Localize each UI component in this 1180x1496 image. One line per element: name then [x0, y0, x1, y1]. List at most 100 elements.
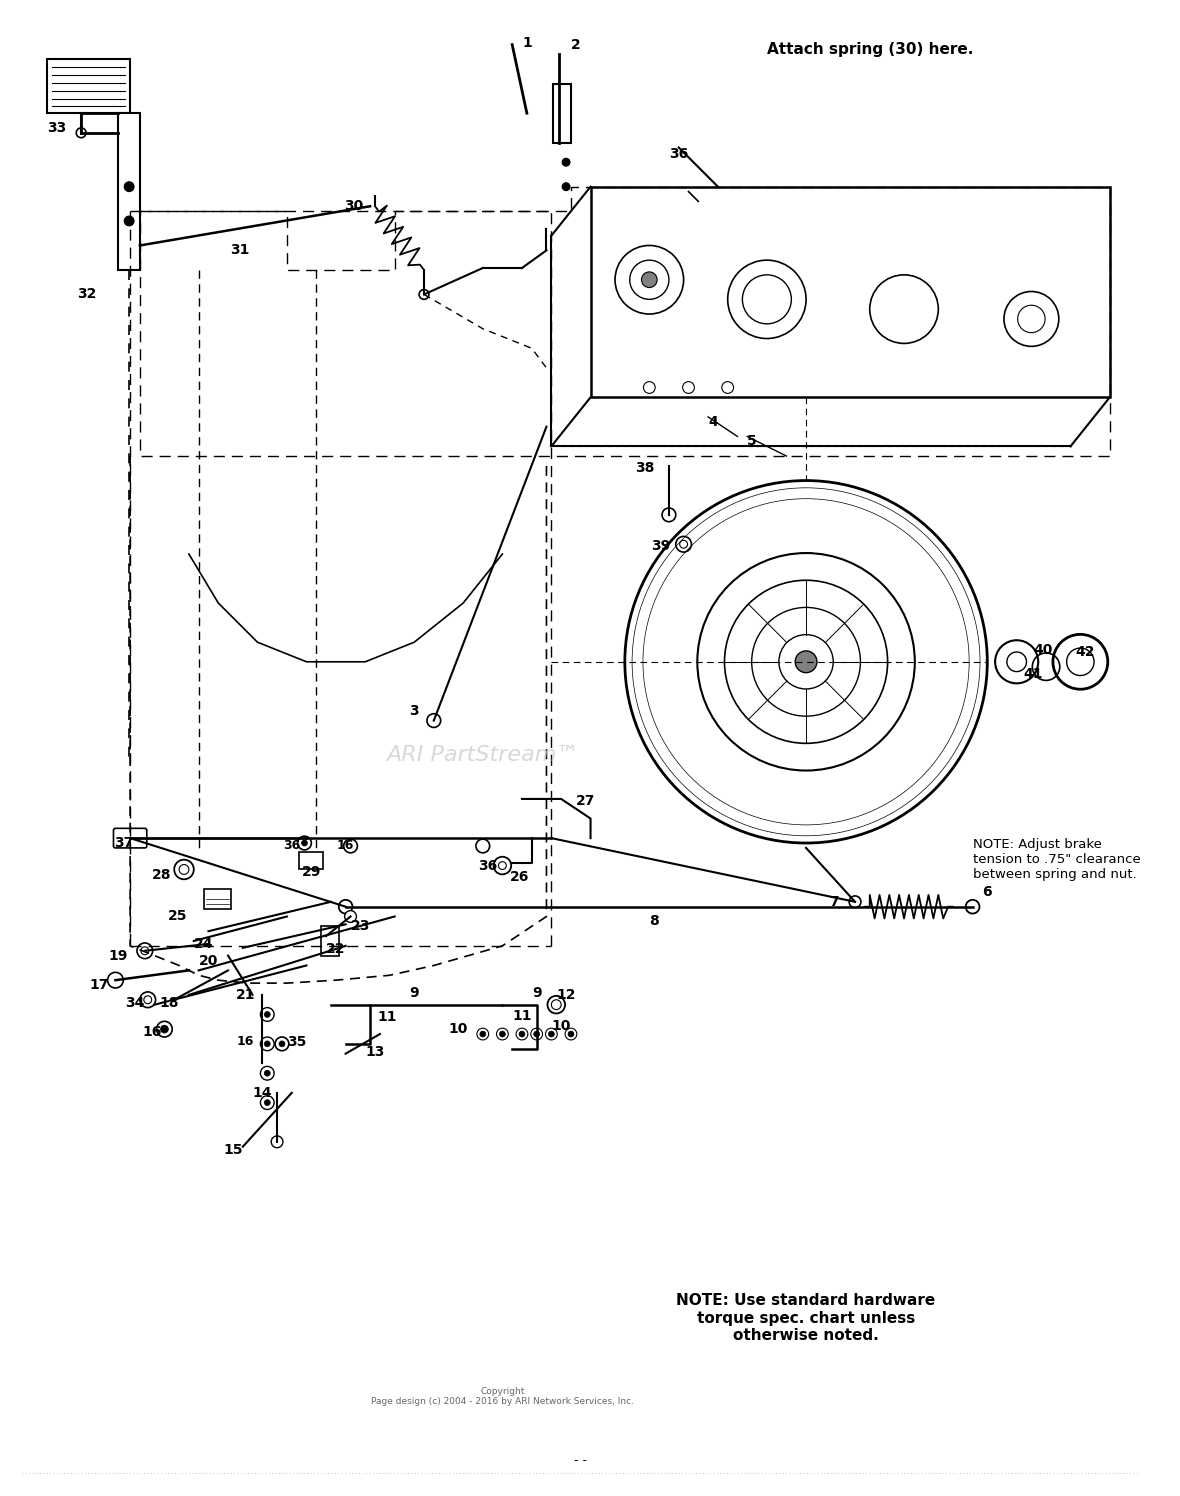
Circle shape — [965, 899, 979, 914]
Circle shape — [261, 1037, 274, 1050]
Text: ARI PartStream™: ARI PartStream™ — [387, 745, 579, 764]
Text: 35: 35 — [287, 1035, 307, 1049]
FancyBboxPatch shape — [553, 84, 571, 142]
Text: 16: 16 — [237, 1035, 255, 1049]
Circle shape — [545, 1028, 557, 1040]
Text: 36: 36 — [669, 147, 688, 162]
Circle shape — [551, 999, 562, 1010]
Circle shape — [562, 183, 570, 190]
Text: 9: 9 — [532, 986, 542, 999]
Circle shape — [261, 1067, 274, 1080]
Circle shape — [516, 1028, 527, 1040]
Circle shape — [271, 1135, 283, 1147]
Text: 19: 19 — [109, 948, 129, 963]
Text: NOTE: Use standard hardware
torque spec. chart unless
otherwise noted.: NOTE: Use standard hardware torque spec.… — [676, 1293, 936, 1343]
Circle shape — [562, 159, 570, 166]
Circle shape — [549, 1031, 555, 1037]
Text: 2: 2 — [571, 37, 581, 52]
Circle shape — [275, 1037, 289, 1050]
Circle shape — [795, 651, 817, 673]
Text: 8: 8 — [649, 914, 660, 929]
Text: 36: 36 — [478, 859, 497, 872]
Circle shape — [302, 841, 308, 845]
Text: 33: 33 — [47, 121, 66, 135]
Text: 21: 21 — [236, 987, 256, 1002]
FancyBboxPatch shape — [118, 114, 140, 269]
Text: NOTE: Adjust brake
tension to .75" clearance
between spring and nut.: NOTE: Adjust brake tension to .75" clear… — [972, 838, 1140, 881]
Circle shape — [477, 1028, 489, 1040]
Circle shape — [157, 1022, 172, 1037]
Text: 13: 13 — [366, 1044, 385, 1059]
Text: 22: 22 — [326, 942, 346, 956]
Bar — [47, 60, 130, 114]
Circle shape — [343, 839, 358, 853]
Text: 5: 5 — [747, 434, 758, 449]
Text: 37: 37 — [113, 836, 133, 850]
Text: 24: 24 — [194, 936, 214, 951]
Text: 32: 32 — [78, 287, 97, 301]
Text: Attach spring (30) here.: Attach spring (30) here. — [767, 42, 973, 57]
Circle shape — [264, 1041, 270, 1047]
Circle shape — [264, 1011, 270, 1017]
Text: 12: 12 — [556, 987, 576, 1002]
Circle shape — [480, 1031, 486, 1037]
Circle shape — [519, 1031, 525, 1037]
Text: 26: 26 — [510, 871, 530, 884]
Circle shape — [565, 1028, 577, 1040]
Circle shape — [264, 1100, 270, 1106]
Text: 42: 42 — [1075, 645, 1095, 660]
Text: 9: 9 — [409, 986, 419, 999]
Text: 17: 17 — [90, 978, 109, 992]
Circle shape — [419, 290, 428, 299]
Circle shape — [476, 839, 490, 853]
Circle shape — [124, 215, 135, 226]
Circle shape — [680, 540, 688, 548]
Text: 10: 10 — [551, 1019, 571, 1034]
Circle shape — [278, 1041, 284, 1047]
Text: 38: 38 — [635, 461, 654, 474]
Text: 27: 27 — [576, 794, 596, 808]
Text: 18: 18 — [159, 996, 179, 1010]
Text: 29: 29 — [302, 865, 321, 880]
Circle shape — [144, 996, 152, 1004]
Circle shape — [427, 714, 440, 727]
Circle shape — [77, 127, 86, 138]
Text: 31: 31 — [230, 244, 249, 257]
Text: 6: 6 — [983, 886, 992, 899]
Circle shape — [498, 862, 506, 869]
Text: 39: 39 — [651, 539, 670, 554]
Text: 36: 36 — [283, 839, 301, 853]
Circle shape — [345, 911, 356, 923]
Text: 14: 14 — [253, 1086, 273, 1100]
Text: 11: 11 — [378, 1010, 396, 1025]
Circle shape — [261, 1008, 274, 1022]
Text: 10: 10 — [448, 1022, 468, 1037]
Circle shape — [339, 899, 353, 914]
Text: 28: 28 — [152, 868, 171, 883]
Text: 4: 4 — [708, 414, 717, 429]
Circle shape — [497, 1028, 509, 1040]
Circle shape — [531, 1028, 543, 1040]
Circle shape — [642, 272, 657, 287]
Circle shape — [297, 836, 312, 850]
Circle shape — [568, 1031, 573, 1037]
Text: 34: 34 — [125, 996, 145, 1010]
Text: 25: 25 — [168, 910, 186, 923]
FancyBboxPatch shape — [204, 889, 231, 908]
FancyBboxPatch shape — [299, 851, 323, 869]
Text: 41: 41 — [1023, 667, 1043, 681]
Circle shape — [140, 947, 149, 954]
FancyBboxPatch shape — [113, 829, 146, 848]
Text: 7: 7 — [828, 895, 838, 908]
Circle shape — [179, 865, 189, 874]
Text: 3: 3 — [409, 703, 419, 718]
Circle shape — [264, 1070, 270, 1076]
FancyBboxPatch shape — [321, 926, 339, 956]
Text: 1: 1 — [522, 36, 532, 49]
Circle shape — [261, 1095, 274, 1110]
Text: 30: 30 — [343, 199, 363, 214]
Circle shape — [499, 1031, 505, 1037]
Text: 20: 20 — [198, 953, 218, 968]
Circle shape — [124, 183, 135, 191]
Text: 15: 15 — [223, 1143, 243, 1156]
